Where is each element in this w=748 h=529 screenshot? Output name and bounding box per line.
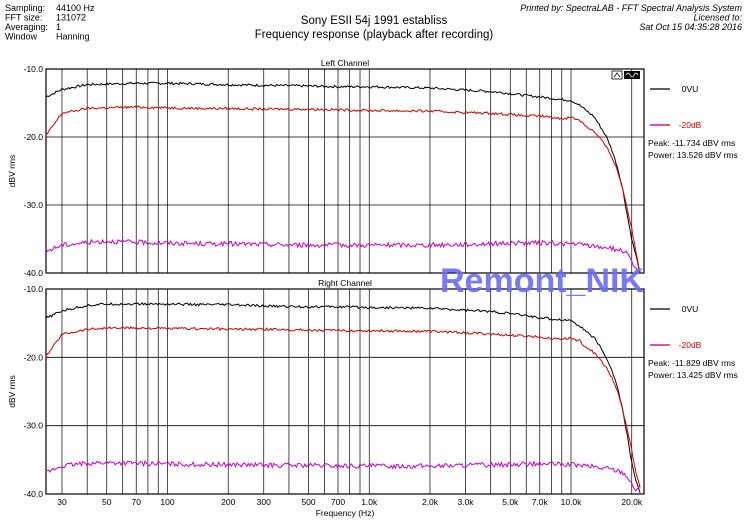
watermark: Remont_NIK [440,262,644,300]
x-tick-label: 70 [131,497,141,507]
x-tick-label: 5.0k [502,497,519,507]
waveform-icon[interactable] [611,70,640,80]
x-tick-label: 7.0k [532,497,549,507]
peak-readout: Peak: -11.829 dBV rms [648,358,735,368]
x-tick-label: 200 [221,497,235,507]
x-tick-label: 10.0k [561,497,583,507]
chart-subtitle: Frequency response (playback after recor… [255,29,494,41]
y-tick-label: -30.0 [24,421,44,431]
x-tick-label: 50 [102,497,112,507]
print-date: Sat Oct 15 04:35:28 2016 [639,22,742,32]
y-tick-label: -20.0 [24,132,44,142]
printed-by: Printed by: SpectraLAB - FFT Spectral An… [520,3,742,13]
info-value: 44100 Hz [56,3,95,13]
channel-panel: -10.0 -20.0 -30.0 -40.0 Left Channel dBV rms 0… [7,58,738,278]
x-tick-label: 2.0k [422,497,439,507]
legend-label: 0VU [682,304,699,314]
x-tick-label: 500 [301,497,315,507]
x-tick-label: 3.0k [457,497,474,507]
series-line [45,459,641,492]
legend-label: 0VU [682,84,699,94]
legend-label: -20dB [679,340,702,350]
panel-title: Left Channel [321,58,369,68]
series-line [45,105,641,274]
y-tick-label: -40.0 [24,489,44,499]
power-readout: Power: 13.425 dBV rms [648,370,738,380]
y-axis-label: dBV rms [7,155,17,188]
info-value: Hanning [56,32,90,42]
x-tick-label: 30 [57,497,67,507]
series-line [45,81,641,273]
power-readout: Power: 13.526 dBV rms [648,150,738,160]
series-line [45,302,641,494]
panel-title: Right Channel [318,278,372,288]
plot-area [45,68,645,274]
x-axis-label: Frequency (Hz) [316,508,375,518]
licensed-to: Licensed to: [693,13,742,23]
y-tick-label: -10.0 [24,284,44,294]
info-label: Averaging: [5,22,48,32]
y-tick-label: -20.0 [24,352,44,362]
header-info: Sampling: 44100 Hz FFT size: 131072 Aver… [5,3,95,42]
series-line [45,325,641,488]
info-value: 131072 [56,13,86,23]
y-axis-label: dBV rms [7,375,17,408]
series-line [45,238,641,274]
x-tick-label: 1.0k [361,497,378,507]
y-tick-label: -40.0 [24,268,44,278]
info-value: 1 [56,22,61,32]
peak-readout: Peak: -11.734 dBV rms [648,138,735,148]
info-label: FFT size: [5,13,42,23]
info-label: Sampling: [5,3,45,13]
header-right: Printed by: SpectraLAB - FFT Spectral An… [520,3,742,32]
plot-area [45,288,645,495]
chart-title: Sony ESII 54j 1991 establiss [301,15,448,27]
x-tick-label: 300 [257,497,271,507]
x-tick-label: 700 [331,497,345,507]
x-tick-label: 100 [160,497,174,507]
y-tick-label: -30.0 [24,200,44,210]
channel-panel: -10.0 -20.0 -30.0 -40.0 Right Channel dBV rms… [7,278,738,518]
x-tick-label: 20.0k [621,497,643,507]
info-label: Window [5,32,38,42]
legend-label: -20dB [679,120,702,130]
y-tick-label: -10.0 [24,64,44,74]
